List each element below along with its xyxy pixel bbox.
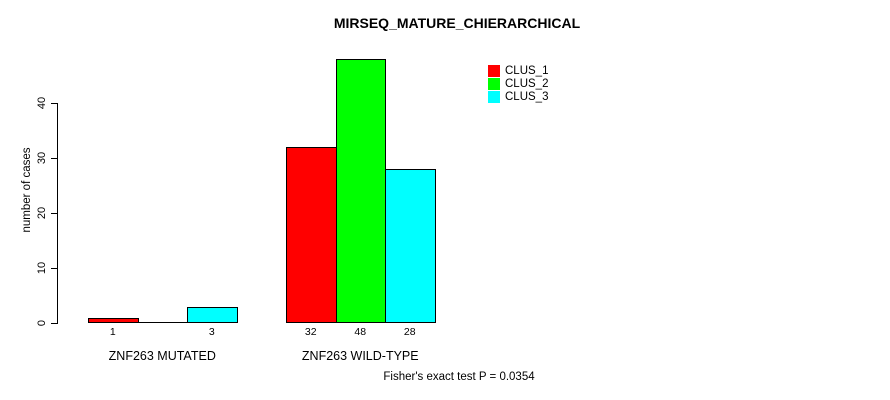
legend-swatch-clus_2 <box>488 77 500 90</box>
legend-label: CLUS_1 <box>505 64 549 77</box>
bar-value-label: 48 <box>354 326 367 338</box>
bar-value-label: 32 <box>304 326 317 338</box>
y-axis-tick <box>51 158 57 159</box>
y-axis-tick-label: 10 <box>36 261 48 275</box>
legend-row: CLUS_3 <box>488 90 548 103</box>
y-axis-tick <box>51 268 57 269</box>
annotation-text: Fisher's exact test P = 0.0354 <box>383 371 535 383</box>
y-axis-tick <box>51 213 57 214</box>
legend-row: CLUS_2 <box>488 77 548 90</box>
chart-title: MIRSEQ_MATURE_CHIERARCHICAL <box>333 15 581 31</box>
legend-swatch-clus_3 <box>488 90 500 103</box>
y-axis-tick-label: 20 <box>36 206 48 220</box>
y-axis-label: number of cases <box>21 147 33 233</box>
legend-swatch-clus_1 <box>488 64 500 77</box>
bar-clus_1-group1 <box>88 317 139 323</box>
bar-clus_1-group2 <box>286 147 337 323</box>
bar-value-label: 1 <box>109 326 116 338</box>
legend-row: CLUS_1 <box>488 64 548 77</box>
y-axis-line <box>57 103 58 324</box>
y-axis-tick <box>51 103 57 104</box>
bar-value-label: 28 <box>403 326 416 338</box>
y-axis-tick-label: 40 <box>36 96 48 110</box>
category-label: ZNF263 WILD-TYPE <box>301 349 419 363</box>
y-axis-tick-label: 0 <box>36 319 48 327</box>
legend: CLUS_1 CLUS_2 CLUS_3 <box>488 64 548 103</box>
legend-label: CLUS_3 <box>505 90 549 103</box>
bar-clus_3-group2 <box>385 169 436 323</box>
bar-value-label: 3 <box>208 326 215 338</box>
legend-label: CLUS_2 <box>505 77 549 90</box>
y-axis-tick-label: 30 <box>36 151 48 165</box>
category-label: ZNF263 MUTATED <box>108 349 216 363</box>
bar-clus_2-group2 <box>335 59 386 323</box>
y-axis-tick <box>51 323 57 324</box>
bar-clus_3-group1 <box>187 306 238 323</box>
bar-clus_2-group1 <box>137 322 188 323</box>
